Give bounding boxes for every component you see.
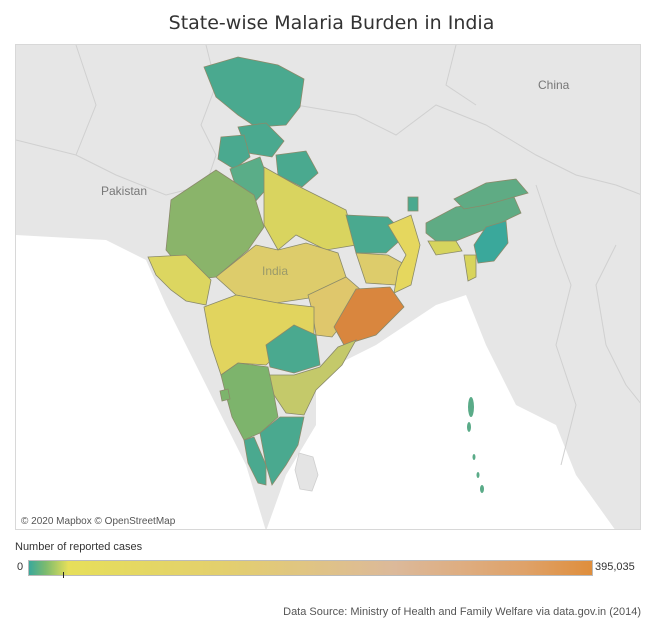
state-goa [219, 388, 231, 402]
state-meghalaya [427, 240, 463, 256]
india-states [147, 56, 529, 486]
state-tripura [463, 254, 477, 282]
state-andhra-pradesh [265, 339, 357, 416]
legend-marker [63, 572, 64, 578]
state-telangana [265, 324, 321, 374]
chart-title: State-wise Malaria Burden in India [168, 12, 495, 34]
state-uttarakhand [275, 150, 319, 188]
state-kerala [243, 436, 267, 486]
andaman-islands [467, 397, 484, 493]
state-arunachal [453, 178, 529, 210]
state-west-bengal [387, 214, 421, 294]
state-karnataka [220, 362, 279, 441]
legend-color-ramp [28, 560, 593, 576]
state-jammu-kashmir [203, 56, 305, 128]
map-svg: Pakistan China India [16, 45, 640, 529]
bay-of-bengal [266, 295, 615, 529]
data-source-note: Data Source: Ministry of Health and Fami… [283, 606, 641, 618]
state-uttar-pradesh [263, 166, 357, 251]
state-tamil-nadu [259, 416, 305, 486]
legend-min-label: 0 [17, 561, 24, 573]
label-pakistan: Pakistan [101, 184, 147, 198]
label-china: China [538, 78, 570, 92]
state-north-east [473, 220, 509, 264]
sri-lanka [294, 452, 319, 492]
map-view[interactable]: Pakistan China India © 2020 Mapbox © Ope… [15, 44, 641, 530]
arabian-sea [16, 235, 266, 529]
state-punjab [217, 134, 251, 170]
state-gujarat [147, 254, 212, 306]
legend-max-label: 395,035 [595, 561, 635, 573]
state-sikkim [407, 196, 419, 212]
legend-title: Number of reported cases [15, 541, 143, 553]
map-attribution[interactable]: © 2020 Mapbox © OpenStreetMap [19, 516, 178, 527]
label-india: India [262, 264, 288, 278]
